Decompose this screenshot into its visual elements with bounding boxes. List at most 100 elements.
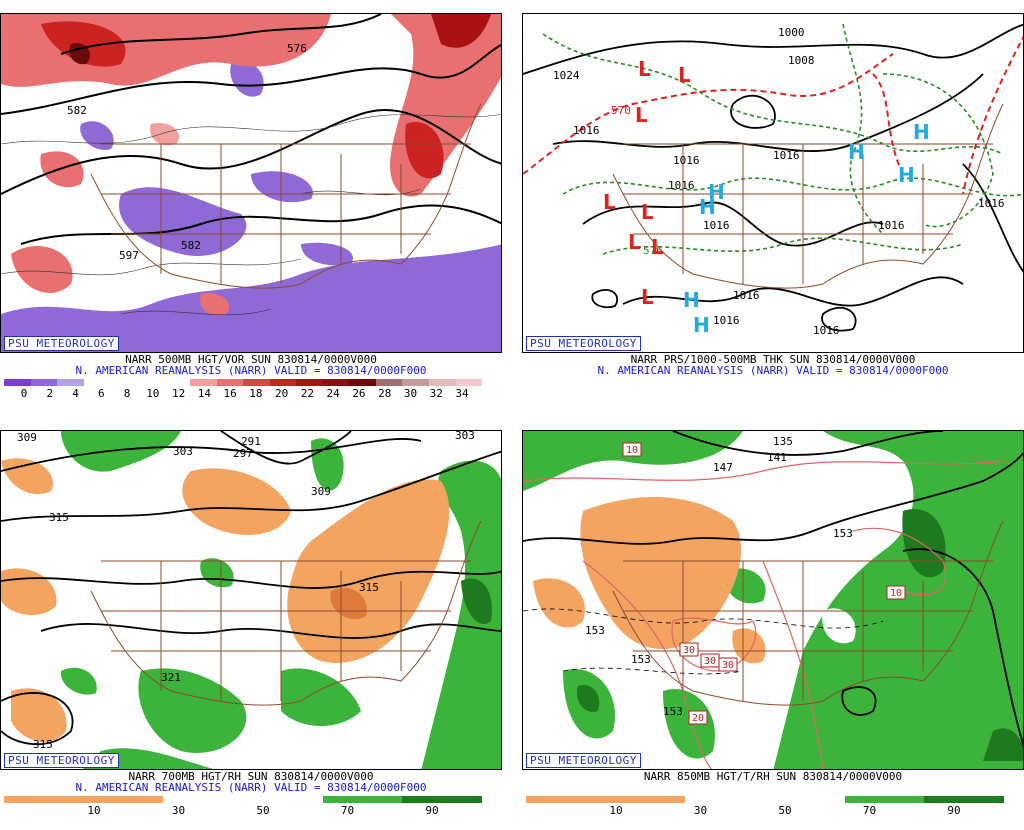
scale-swatch — [243, 796, 323, 803]
color-scale — [4, 796, 483, 803]
high-pressure-marker: H — [699, 195, 716, 219]
scale-tick-label: 24 — [326, 387, 340, 400]
color-scale-labels: 0 2 4 6 8 10 12 14 16 18 20 22 24 26 28 30 32 34 — [4, 388, 482, 400]
scale-swatch — [349, 379, 376, 386]
map-850mb-temperature-humidity: 135 141 147 153 153 153 153 10 10 30 30 … — [522, 430, 1024, 770]
psu-meteorology-badge: PSU METEOROLOGY — [526, 336, 641, 351]
low-pressure-marker: L — [641, 285, 654, 309]
isotherm-label-30b: 30 — [704, 656, 716, 667]
contour-label-309b: 309 — [311, 485, 331, 498]
isobar-label-1016d: 1016 — [703, 219, 730, 232]
scale-tick-label: 50 — [778, 804, 792, 817]
caption-title: NARR 700MB HGT/RH SUN 830814/0000V000 — [128, 770, 374, 783]
scale-swatch — [189, 379, 217, 386]
scale-tick-label: 16 — [223, 387, 237, 400]
thickness-label-570: 570 — [611, 104, 631, 117]
scale-tick-label: 10 — [146, 387, 160, 400]
scale-swatch — [429, 379, 456, 386]
scale-tick-label: 26 — [352, 387, 366, 400]
scale-swatch — [402, 379, 429, 386]
high-pressure-marker: H — [898, 163, 915, 187]
isobar-label-1016c: 1016 — [773, 149, 800, 162]
contour-label-291: 291 — [241, 435, 261, 448]
map-pressure-thickness: 1000 1008 1024 1016 1016 1016 1016 1016 … — [522, 13, 1024, 353]
isotherm-label-10b: 10 — [890, 588, 902, 599]
scale-tick-label: 20 — [275, 387, 289, 400]
scale-swatch — [4, 379, 31, 386]
scale-swatch — [924, 796, 1005, 803]
color-scale-labels: 10 30 50 70 90 — [4, 805, 482, 817]
isobar-label-1016i: 1016 — [878, 219, 905, 232]
scale-swatch — [83, 379, 111, 386]
high-pressure-marker: H — [683, 288, 700, 312]
scale-tick-label: 70 — [340, 804, 355, 817]
scale-swatch — [844, 796, 925, 803]
psu-meteorology-badge: PSU METEOROLOGY — [4, 336, 119, 351]
high-pressure-marker: H — [848, 140, 865, 164]
scale-tick-label: 90 — [947, 804, 961, 817]
contour-label-135: 135 — [773, 435, 793, 448]
scale-tick-label: 30 — [171, 804, 186, 817]
contour-label-303: 303 — [173, 445, 193, 458]
scale-tick-label: 10 — [87, 804, 101, 817]
isobar-label-1016e: 1016 — [978, 197, 1005, 210]
isobar-label-1024: 1024 — [553, 69, 580, 82]
color-scale — [526, 796, 1005, 803]
high-pressure-marker: H — [693, 313, 710, 337]
scale-swatch — [322, 379, 350, 386]
caption-valid: N. AMERICAN REANALYSIS (NARR) VALID = 83… — [75, 781, 427, 794]
scale-tick-label: 10 — [609, 804, 623, 817]
caption-title: NARR 500MB HGT/VOR SUN 830814/0000V000 — [125, 353, 377, 366]
isotherm-label-30c: 30 — [722, 660, 734, 671]
panel-pressure-thickness: 1000 1008 1024 1016 1016 1016 1016 1016 … — [522, 13, 1024, 413]
scale-tick-label: 2 — [46, 387, 54, 400]
color-scale-labels: 10 30 50 70 90 — [526, 805, 1004, 817]
psu-meteorology-badge: PSU METEOROLOGY — [526, 753, 641, 768]
low-pressure-marker: L — [603, 190, 616, 214]
scale-swatch — [322, 796, 403, 803]
caption-valid: N. AMERICAN REANALYSIS (NARR) VALID = 83… — [597, 364, 949, 377]
scale-swatch — [83, 796, 164, 803]
psu-meteorology-badge: PSU METEOROLOGY — [4, 753, 119, 768]
scale-tick-label: 50 — [256, 804, 270, 817]
scale-swatch — [765, 796, 845, 803]
isotherm-label-10: 10 — [626, 445, 638, 456]
scale-swatch — [269, 379, 297, 386]
caption-title: NARR 850MB HGT/T/RH SUN 830814/0000V000 — [643, 770, 903, 783]
scale-swatch — [136, 379, 164, 386]
scale-swatch — [30, 379, 58, 386]
scale-swatch — [163, 379, 190, 386]
isobar-label-1016f: 1016 — [733, 289, 760, 302]
scale-tick-label: 4 — [72, 387, 79, 400]
scale-swatch — [57, 379, 84, 386]
low-pressure-marker: L — [628, 230, 641, 254]
color-scale — [4, 379, 483, 386]
contour-label-303b: 303 — [455, 431, 475, 442]
map-700mb-humidity: 309 291 297 303 303 309 315 315 321 315 — [0, 430, 502, 770]
low-pressure-marker: L — [651, 235, 664, 259]
thickness-label-576: 576 — [643, 244, 663, 257]
contour-label-153b: 153 — [585, 624, 605, 637]
scale-tick-label: 28 — [378, 387, 392, 400]
high-pressure-marker: H — [708, 180, 725, 204]
contour-label-153c: 153 — [631, 653, 651, 666]
map-700mb-graphic: 309 291 297 303 303 309 315 315 321 315 — [1, 431, 501, 769]
panel-850mb-temperature-humidity: 135 141 147 153 153 153 153 10 10 30 30 … — [522, 430, 1024, 830]
scale-swatch — [526, 796, 606, 803]
low-pressure-marker: L — [678, 63, 691, 87]
scale-tick-label: 30 — [693, 804, 708, 817]
isotherm-label-20: 20 — [692, 713, 704, 724]
scale-swatch — [402, 796, 483, 803]
caption-title: NARR PRS/1000-500MB THK SUN 830814/0000V… — [630, 353, 916, 366]
map-500mb-graphic: 582 582 597 576 — [1, 14, 501, 352]
scale-swatch — [4, 796, 84, 803]
map-850mb-graphic: 135 141 147 153 153 153 153 10 10 30 30 … — [523, 431, 1023, 769]
scale-swatch — [243, 379, 270, 386]
scale-tick-label: 30 — [403, 387, 418, 400]
map-pressure-graphic: 1000 1008 1024 1016 1016 1016 1016 1016 … — [523, 23, 1023, 337]
contour-label-147: 147 — [713, 461, 733, 474]
scale-tick-label: 0 — [20, 387, 28, 400]
scale-swatch — [216, 379, 244, 386]
contour-label-582: 582 — [67, 104, 87, 117]
isobar-label-1016g: 1016 — [813, 324, 840, 337]
